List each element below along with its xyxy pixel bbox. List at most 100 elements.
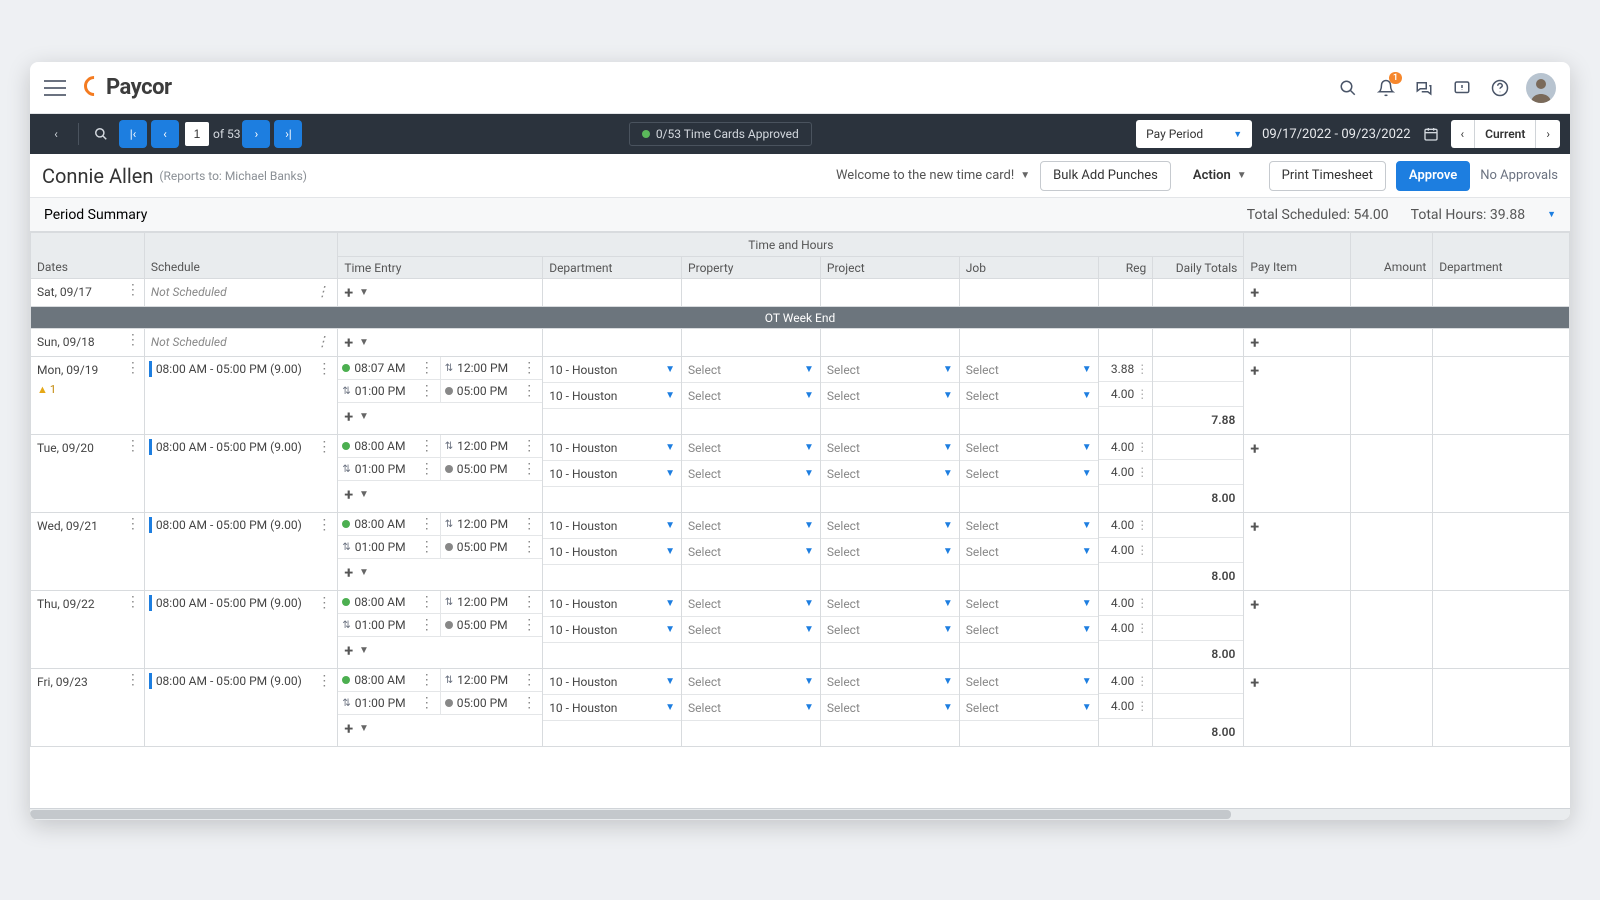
select-cell[interactable]: Select▼ [682,591,820,616]
select-cell[interactable]: Select▼ [960,383,1098,408]
add-entry-button[interactable]: +▼ [338,637,542,664]
add-pay-item-button[interactable]: + [1244,435,1350,462]
punch-in[interactable]: ⇅01:00 PM⋮ [338,380,440,402]
print-button[interactable]: Print Timesheet [1269,161,1386,191]
add-pay-item-button[interactable]: + [1244,329,1350,356]
add-pay-item-button[interactable]: + [1244,357,1350,384]
select-cell[interactable]: 10 - Houston▼ [543,591,681,616]
more-icon[interactable]: ⋮ [418,517,436,531]
add-pay-item-button[interactable]: + [1244,591,1350,618]
punch-out[interactable]: 05:00 PM⋮ [441,458,542,480]
more-icon[interactable]: ⋮ [418,462,436,476]
select-cell[interactable]: Select▼ [682,539,820,564]
punch-out[interactable]: ⇅12:00 PM⋮ [441,435,542,457]
more-icon[interactable]: ⋮ [313,285,331,299]
more-icon[interactable]: ⋮ [124,595,142,609]
select-cell[interactable]: Select▼ [682,669,820,694]
next-period-button[interactable]: › [1535,120,1560,148]
prev-page-button[interactable]: ‹ [151,120,179,148]
punch-out[interactable]: 05:00 PM⋮ [441,536,542,558]
punch-out[interactable]: 05:00 PM⋮ [441,614,542,636]
action-dropdown[interactable]: Action▼ [1181,161,1259,191]
more-icon[interactable]: ⋮ [418,439,436,453]
select-cell[interactable]: 10 - Houston▼ [543,695,681,720]
add-pay-item-button[interactable]: + [1244,513,1350,540]
more-icon[interactable]: ⋮ [1136,465,1148,479]
more-icon[interactable]: ⋮ [418,595,436,609]
more-icon[interactable]: ⋮ [315,440,333,454]
collapse-icon[interactable]: ‹ [42,120,70,148]
announce-icon[interactable] [1450,76,1474,100]
more-icon[interactable]: ⋮ [313,335,331,349]
bell-icon[interactable]: 1 [1374,76,1398,100]
select-cell[interactable]: Select▼ [960,357,1098,382]
select-cell[interactable]: Select▼ [960,669,1098,694]
select-cell[interactable]: Select▼ [960,695,1098,720]
more-icon[interactable]: ⋮ [520,439,538,453]
avatar[interactable] [1526,73,1556,103]
select-cell[interactable]: 10 - Houston▼ [543,539,681,564]
search-icon[interactable] [1336,76,1360,100]
approve-button[interactable]: Approve [1396,161,1470,191]
select-cell[interactable]: Select▼ [682,617,820,642]
expand-summary-icon[interactable]: ▼ [1547,209,1556,220]
punch-in[interactable]: 08:00 AM⋮ [338,591,440,613]
add-entry-button[interactable]: +▼ [338,329,542,356]
select-cell[interactable]: 10 - Houston▼ [543,669,681,694]
select-cell[interactable]: Select▼ [682,435,820,460]
more-icon[interactable]: ⋮ [1136,596,1148,610]
more-icon[interactable]: ⋮ [315,518,333,532]
punch-out[interactable]: ⇅12:00 PM⋮ [441,669,542,691]
more-icon[interactable]: ⋮ [520,618,538,632]
select-cell[interactable]: Select▼ [821,617,959,642]
calendar-icon[interactable] [1419,122,1443,146]
select-cell[interactable]: Select▼ [821,695,959,720]
more-icon[interactable]: ⋮ [1136,362,1148,376]
more-icon[interactable]: ⋮ [418,673,436,687]
select-cell[interactable]: Select▼ [821,461,959,486]
welcome-dropdown[interactable]: Welcome to the new time card!▼ [836,168,1030,183]
more-icon[interactable]: ⋮ [520,462,538,476]
menu-icon[interactable] [44,80,66,96]
punch-in[interactable]: ⇅01:00 PM⋮ [338,614,440,636]
horizontal-scrollbar[interactable] [30,808,1570,820]
more-icon[interactable]: ⋮ [1136,543,1148,557]
add-entry-button[interactable]: +▼ [338,715,542,742]
bulk-add-button[interactable]: Bulk Add Punches [1040,161,1171,191]
punch-out[interactable]: ⇅12:00 PM⋮ [441,513,542,535]
select-cell[interactable]: Select▼ [960,617,1098,642]
more-icon[interactable]: ⋮ [124,673,142,687]
more-icon[interactable]: ⋮ [124,517,142,531]
punch-in[interactable]: ⇅01:00 PM⋮ [338,458,440,480]
add-entry-button[interactable]: +▼ [338,403,542,430]
select-cell[interactable]: Select▼ [960,435,1098,460]
more-icon[interactable]: ⋮ [124,361,142,375]
more-icon[interactable]: ⋮ [520,517,538,531]
select-cell[interactable]: Select▼ [960,591,1098,616]
select-cell[interactable]: Select▼ [960,513,1098,538]
more-icon[interactable]: ⋮ [520,673,538,687]
page-input[interactable] [185,122,209,146]
punch-out[interactable]: ⇅12:00 PM⋮ [441,591,542,613]
more-icon[interactable]: ⋮ [520,361,538,375]
select-cell[interactable]: Select▼ [960,539,1098,564]
more-icon[interactable]: ⋮ [124,333,142,347]
more-icon[interactable]: ⋮ [1136,518,1148,532]
more-icon[interactable]: ⋮ [315,596,333,610]
current-period-button[interactable]: Current [1474,120,1535,148]
punch-in[interactable]: 08:00 AM⋮ [338,435,440,457]
select-cell[interactable]: Select▼ [821,513,959,538]
more-icon[interactable]: ⋮ [418,618,436,632]
more-icon[interactable]: ⋮ [520,384,538,398]
punch-in[interactable]: 08:00 AM⋮ [338,513,440,535]
select-cell[interactable]: Select▼ [821,669,959,694]
select-cell[interactable]: 10 - Houston▼ [543,617,681,642]
more-icon[interactable]: ⋮ [1136,387,1148,401]
add-pay-item-button[interactable]: + [1244,669,1350,696]
punch-in[interactable]: 08:07 AM⋮ [338,357,440,379]
select-cell[interactable]: Select▼ [821,357,959,382]
select-cell[interactable]: Select▼ [821,539,959,564]
select-cell[interactable]: Select▼ [960,461,1098,486]
punch-out[interactable]: ⇅12:00 PM⋮ [441,357,542,379]
more-icon[interactable]: ⋮ [1136,621,1148,635]
